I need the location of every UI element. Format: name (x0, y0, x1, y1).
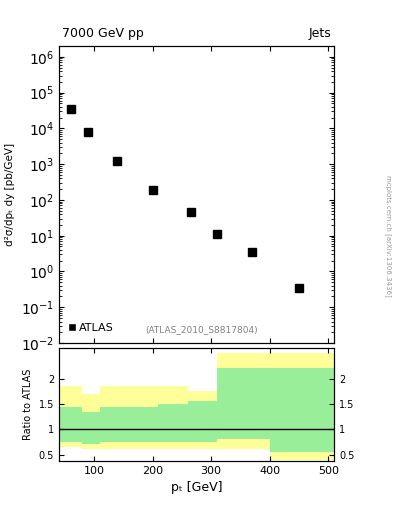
Text: (ATLAS_2010_S8817804): (ATLAS_2010_S8817804) (146, 325, 258, 334)
Bar (129, 386, 158, 449)
Text: Jets: Jets (309, 27, 331, 40)
Bar (217, 353, 270, 449)
Bar (100, 386, 129, 449)
Legend: ATLAS: ATLAS (64, 318, 118, 337)
Y-axis label: d²σ/dpₜ dy [pb/GeV]: d²σ/dpₜ dy [pb/GeV] (6, 143, 15, 246)
Bar (100, 407, 129, 442)
Text: 7000 GeV pp: 7000 GeV pp (62, 27, 143, 40)
Bar (158, 404, 188, 442)
Bar (217, 369, 270, 439)
Bar (188, 391, 217, 449)
Bar (83, 412, 100, 443)
Bar (59, 407, 83, 442)
X-axis label: pₜ [GeV]: pₜ [GeV] (171, 481, 222, 494)
Bar (188, 401, 217, 442)
Bar (129, 407, 158, 442)
Bar (83, 394, 100, 449)
Bar (270, 369, 334, 452)
Text: mcplots.cern.ch [arXiv:1306.3436]: mcplots.cern.ch [arXiv:1306.3436] (386, 175, 392, 296)
Bar (270, 353, 334, 460)
Bar (59, 386, 83, 447)
Bar (158, 386, 188, 449)
Y-axis label: Ratio to ATLAS: Ratio to ATLAS (23, 369, 33, 440)
